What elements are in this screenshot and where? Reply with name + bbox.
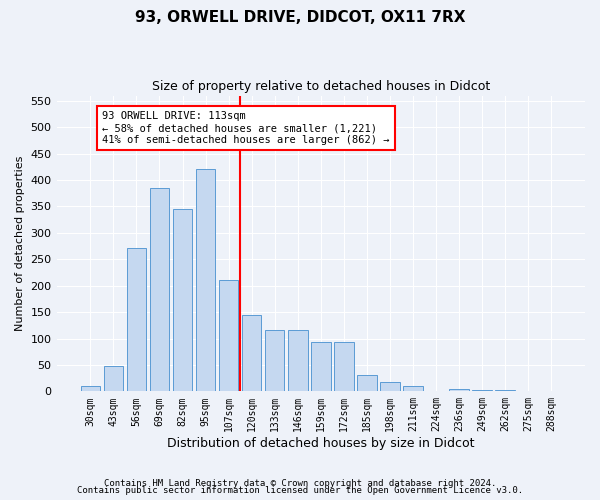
Bar [149,188,169,392]
Bar [127,248,146,392]
Bar [288,330,308,392]
Bar [311,342,331,392]
Bar [449,388,469,392]
Y-axis label: Number of detached properties: Number of detached properties [15,156,25,331]
Text: 93 ORWELL DRIVE: 113sqm
← 58% of detached houses are smaller (1,221)
41% of semi: 93 ORWELL DRIVE: 113sqm ← 58% of detache… [102,112,389,144]
Bar [403,386,423,392]
Text: Contains HM Land Registry data © Crown copyright and database right 2024.: Contains HM Land Registry data © Crown c… [104,478,496,488]
Bar [472,390,492,392]
Bar [334,342,353,392]
Bar [242,314,262,392]
Bar [196,170,215,392]
Bar [357,376,377,392]
X-axis label: Distribution of detached houses by size in Didcot: Distribution of detached houses by size … [167,437,475,450]
Text: Contains public sector information licensed under the Open Government Licence v3: Contains public sector information licen… [77,486,523,495]
Text: 93, ORWELL DRIVE, DIDCOT, OX11 7RX: 93, ORWELL DRIVE, DIDCOT, OX11 7RX [135,10,465,25]
Title: Size of property relative to detached houses in Didcot: Size of property relative to detached ho… [152,80,490,93]
Bar [80,386,100,392]
Bar [380,382,400,392]
Bar [104,366,123,392]
Bar [541,391,561,392]
Bar [265,330,284,392]
Bar [518,391,538,392]
Bar [496,390,515,392]
Bar [173,209,193,392]
Bar [219,280,238,392]
